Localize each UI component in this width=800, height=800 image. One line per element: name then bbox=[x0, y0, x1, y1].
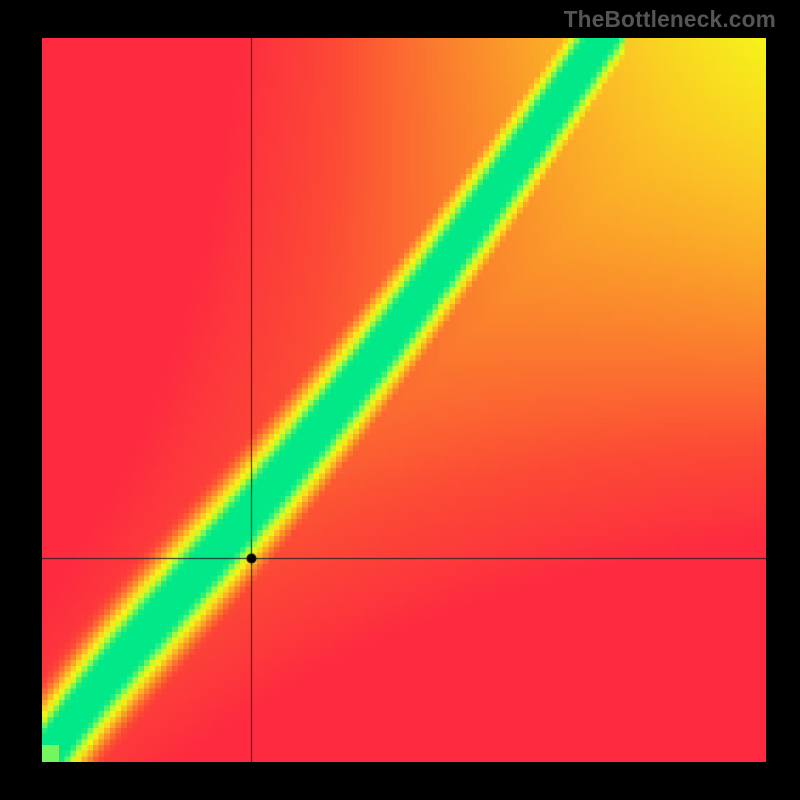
chart-container: TheBottleneck.com bbox=[0, 0, 800, 800]
heatmap-plot bbox=[42, 38, 766, 762]
watermark-label: TheBottleneck.com bbox=[564, 6, 776, 33]
